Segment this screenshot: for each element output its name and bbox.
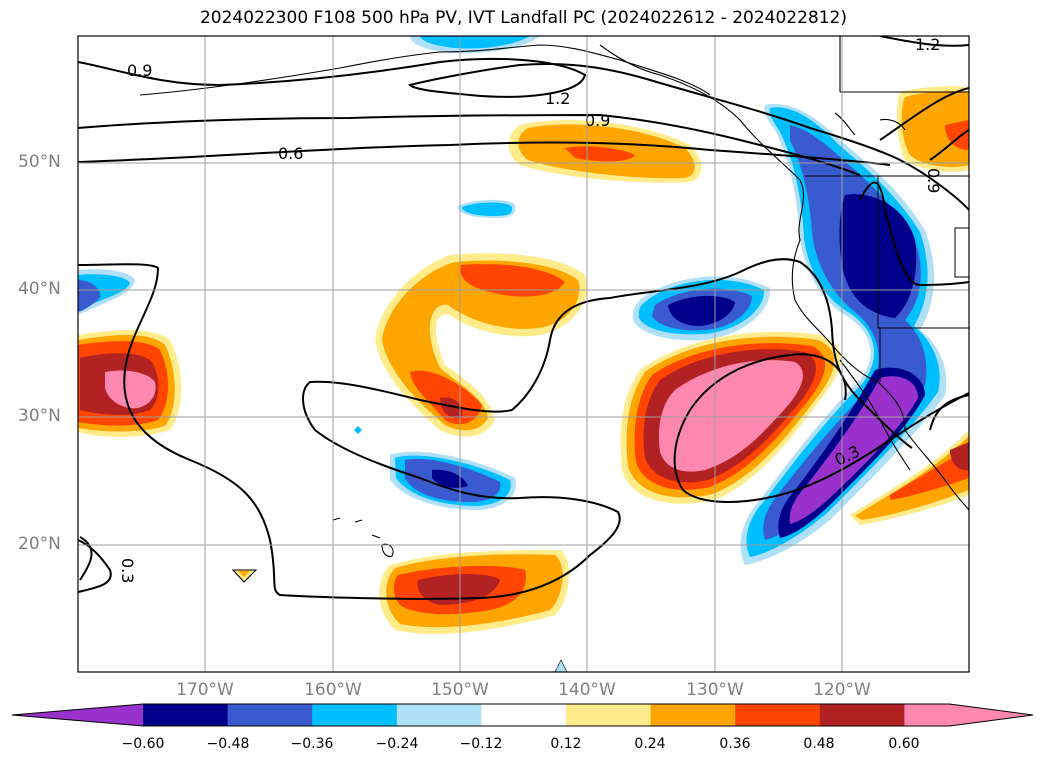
colorbar-segment [143,704,229,726]
lat-label: 30°N [18,406,61,426]
colorbar-tick-label: −0.24 [375,736,419,752]
contour-label: 0.3 [118,558,137,583]
lon-label: 160°W [304,680,362,700]
pv-contours [78,36,969,600]
contour-label: 1.2 [545,89,570,108]
lat-label: 40°N [18,279,61,299]
contour-label: 0.9 [585,111,610,130]
lon-label: 140°W [558,680,616,700]
colorbar-segment [481,704,567,726]
lat-label: 50°N [18,152,61,172]
contour-labels: 0.9 1.2 0.9 0.6 1.2 0.3 0.3 0.9 [118,35,943,583]
colorbar-outline [11,703,1034,727]
colorbar-tick-label: 0.60 [888,736,920,752]
lon-label: 130°W [686,680,744,700]
colorbar-segment [312,704,398,726]
borders [805,175,969,382]
colorbar-tick-label: −0.60 [121,736,165,752]
lon-label: 150°W [431,680,489,700]
map-plot-area: 0.9 1.2 0.9 0.6 1.2 0.3 0.3 0.9 [78,35,969,672]
figure-title: 2024022300 F108 500 hPa PV, IVT Landfall… [199,8,847,28]
colorbar-segment [650,704,736,726]
colorbar-tick-label: −0.36 [290,736,334,752]
colorbar-tick-label: 0.48 [803,736,835,752]
colorbar-tick-label: 0.12 [550,736,582,752]
lat-label: 20°N [18,534,61,554]
colorbar-tick-label: −0.48 [206,736,250,752]
contour-label: 0.9 [127,61,152,80]
map-frame [77,35,970,673]
islands [231,517,394,583]
colorbar-tick-label: −0.12 [459,736,503,752]
colorbar-tick-label: 0.24 [634,736,666,752]
colorbar-segment [12,704,143,726]
contour-label: 1.2 [915,35,940,54]
colorbar-segment [735,704,821,726]
colorbar-tick-label: 0.36 [719,736,751,752]
colorbar-segment [566,704,652,726]
contour-label: 0.9 [924,168,943,193]
contour-label: 0.6 [278,144,303,163]
pv-positive-anomalies [78,86,969,635]
colorbar-segments [11,703,1034,727]
colorbar-segment [904,704,1033,726]
gridlines [78,36,969,672]
colorbar [11,703,1034,727]
lon-label: 120°W [813,680,871,700]
colorbar-segment [819,704,905,726]
lon-label: 170°W [176,680,234,700]
colorbar-segment [227,704,313,726]
colorbar-segment [396,704,482,726]
map-figure: 0.9 1.2 0.9 0.6 1.2 0.3 0.3 0.9 [77,35,970,673]
